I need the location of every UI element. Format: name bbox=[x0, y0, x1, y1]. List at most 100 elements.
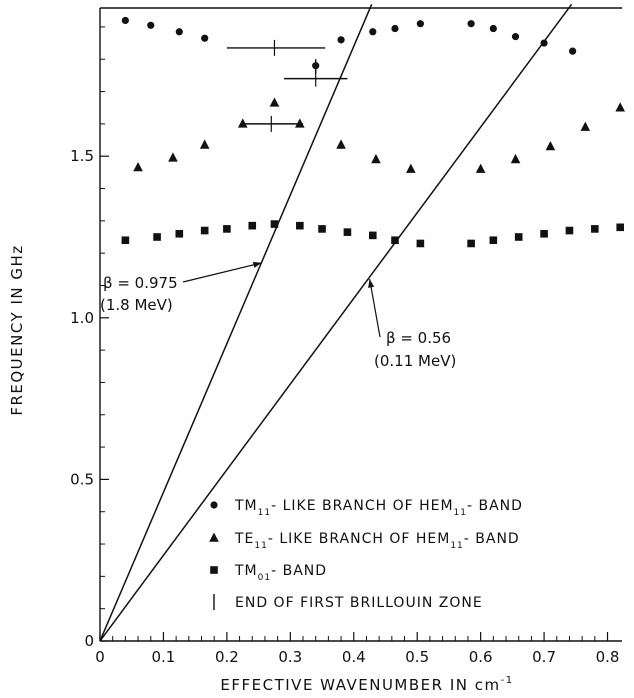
y-tick-label: 1.5 bbox=[70, 147, 94, 165]
y-axis-title: FREQUENCY IN GHz bbox=[8, 244, 26, 415]
triangle-point bbox=[615, 102, 626, 112]
triangle-point bbox=[168, 152, 178, 162]
square-point bbox=[540, 229, 548, 238]
legend-entry-tm01: TM01- BAND bbox=[234, 563, 327, 583]
y-tick-label: 1.0 bbox=[70, 309, 94, 327]
x-tick-label: 0.3 bbox=[278, 648, 302, 666]
annotation-arrow-shaft bbox=[182, 262, 262, 283]
legend-te11-sub2: 11 bbox=[450, 541, 463, 551]
beta-line-0 bbox=[99, 4, 373, 642]
legend-tm11-rest2: - BAND bbox=[467, 498, 523, 514]
x-tick-label: 0 bbox=[95, 648, 105, 666]
legend-tm11-main: TM bbox=[234, 498, 258, 514]
circle-point bbox=[175, 28, 183, 36]
square-point bbox=[223, 225, 231, 233]
legend-entry-tm11: TM11- LIKE BRANCH OF HEM11- BAND bbox=[234, 498, 523, 518]
circle-point bbox=[511, 33, 520, 41]
triangle-point bbox=[199, 139, 210, 149]
legend-zone-end-text: END OF FIRST BRILLOUIN ZONE bbox=[235, 595, 483, 611]
circle-point bbox=[201, 34, 209, 42]
square-point bbox=[467, 239, 475, 248]
x-axis-title-sup: -1 bbox=[501, 675, 514, 686]
legend-marker-circle bbox=[210, 501, 218, 509]
circle-point bbox=[569, 47, 577, 55]
svg-text:END OF FIRST BRILLOUIN ZONE: END OF FIRST BRILLOUIN ZONE bbox=[235, 595, 483, 611]
triangle-point bbox=[475, 163, 486, 173]
circle-point bbox=[147, 21, 155, 29]
square-point bbox=[391, 236, 399, 245]
annotation-arrow-head bbox=[368, 279, 375, 288]
legend-te11-rest2: - BAND bbox=[464, 531, 520, 547]
svg-text:TM01- BAND: TM01- BAND bbox=[234, 563, 327, 583]
triangle-point bbox=[336, 139, 346, 149]
square-point bbox=[153, 233, 161, 241]
svg-text:TE11- LIKE BRANCH OF HEM11- BA: TE11- LIKE BRANCH OF HEM11- BAND bbox=[234, 531, 520, 551]
annotation-arrow-shaft bbox=[369, 278, 381, 338]
square-point bbox=[591, 225, 599, 233]
square-point bbox=[121, 236, 130, 245]
square-point bbox=[514, 233, 523, 241]
circle-point bbox=[467, 20, 475, 28]
square-point bbox=[200, 226, 209, 235]
legend-markers bbox=[209, 501, 219, 610]
beta-0975-label: β = 0.975 bbox=[103, 274, 178, 292]
square-point bbox=[318, 225, 326, 233]
triangle-point bbox=[371, 153, 381, 164]
x-tick-label: 0.7 bbox=[532, 648, 556, 666]
y-tick-label: 0.5 bbox=[70, 470, 94, 488]
triangle-point bbox=[269, 97, 280, 107]
x-axis-title-main: EFFECTIVE WAVENUMBER IN cm bbox=[220, 676, 500, 694]
square-point bbox=[616, 223, 625, 232]
annotation-arrow-head bbox=[252, 261, 262, 268]
legend: TM11- LIKE BRANCH OF HEM11- BAND TE11- L… bbox=[209, 498, 523, 611]
x-tick-label: 0.5 bbox=[405, 648, 429, 666]
square-point bbox=[343, 228, 352, 236]
legend-tm01-rest: - BAND bbox=[271, 563, 327, 579]
triangle-point bbox=[580, 121, 591, 131]
triangle-point bbox=[133, 162, 143, 172]
legend-marker-square bbox=[210, 566, 218, 574]
beta-056-energy: (0.11 MeV) bbox=[374, 352, 456, 370]
triangle-point bbox=[510, 153, 521, 164]
legend-marker-triangle bbox=[209, 532, 219, 542]
y-tick-label: 0 bbox=[84, 632, 94, 650]
circle-point bbox=[391, 24, 399, 33]
circle-point bbox=[540, 39, 548, 47]
velocity-lines bbox=[99, 3, 573, 642]
x-tick-label: 0.6 bbox=[469, 648, 493, 666]
circle-point bbox=[312, 62, 320, 70]
circle-point bbox=[416, 20, 424, 28]
x-tick-label: 0.8 bbox=[596, 648, 620, 666]
square-point bbox=[248, 221, 257, 230]
beta-line-1 bbox=[99, 3, 573, 642]
circle-point bbox=[337, 36, 345, 44]
triangle-point bbox=[295, 118, 305, 128]
legend-entry-zone-end: END OF FIRST BRILLOUIN ZONE bbox=[235, 595, 483, 611]
circle-point bbox=[121, 16, 129, 25]
data-points bbox=[121, 16, 626, 248]
legend-te11-main: TE bbox=[234, 531, 254, 547]
legend-tm01-sub: 01 bbox=[258, 573, 271, 583]
legend-te11-sub: 11 bbox=[254, 541, 267, 551]
x-tick-label: 0.2 bbox=[215, 648, 239, 666]
beta-0975-energy: (1.8 MeV) bbox=[100, 296, 173, 314]
beta-056-label: β = 0.56 bbox=[386, 329, 451, 347]
square-point bbox=[416, 239, 425, 248]
svg-text:TM11- LIKE BRANCH OF HEM11- BA: TM11- LIKE BRANCH OF HEM11- BAND bbox=[234, 498, 523, 518]
legend-tm01-main: TM bbox=[234, 563, 258, 579]
x-axis-title: EFFECTIVE WAVENUMBER IN cm-1 bbox=[220, 675, 513, 694]
square-point bbox=[270, 220, 279, 228]
triangle-point bbox=[545, 141, 556, 151]
circle-point bbox=[369, 28, 377, 36]
circle-point bbox=[489, 24, 497, 33]
legend-entry-te11: TE11- LIKE BRANCH OF HEM11- BAND bbox=[234, 531, 520, 551]
plot-frame bbox=[99, 7, 622, 642]
legend-tm11-sub: 11 bbox=[258, 508, 271, 518]
zone-markers bbox=[226, 39, 348, 132]
square-point bbox=[368, 231, 377, 240]
legend-tm11-sub2: 11 bbox=[454, 508, 467, 518]
legend-tm11-rest: - LIKE BRANCH OF HEM bbox=[271, 498, 453, 514]
triangle-point bbox=[406, 163, 416, 173]
legend-te11-rest: - LIKE BRANCH OF HEM bbox=[268, 531, 450, 547]
